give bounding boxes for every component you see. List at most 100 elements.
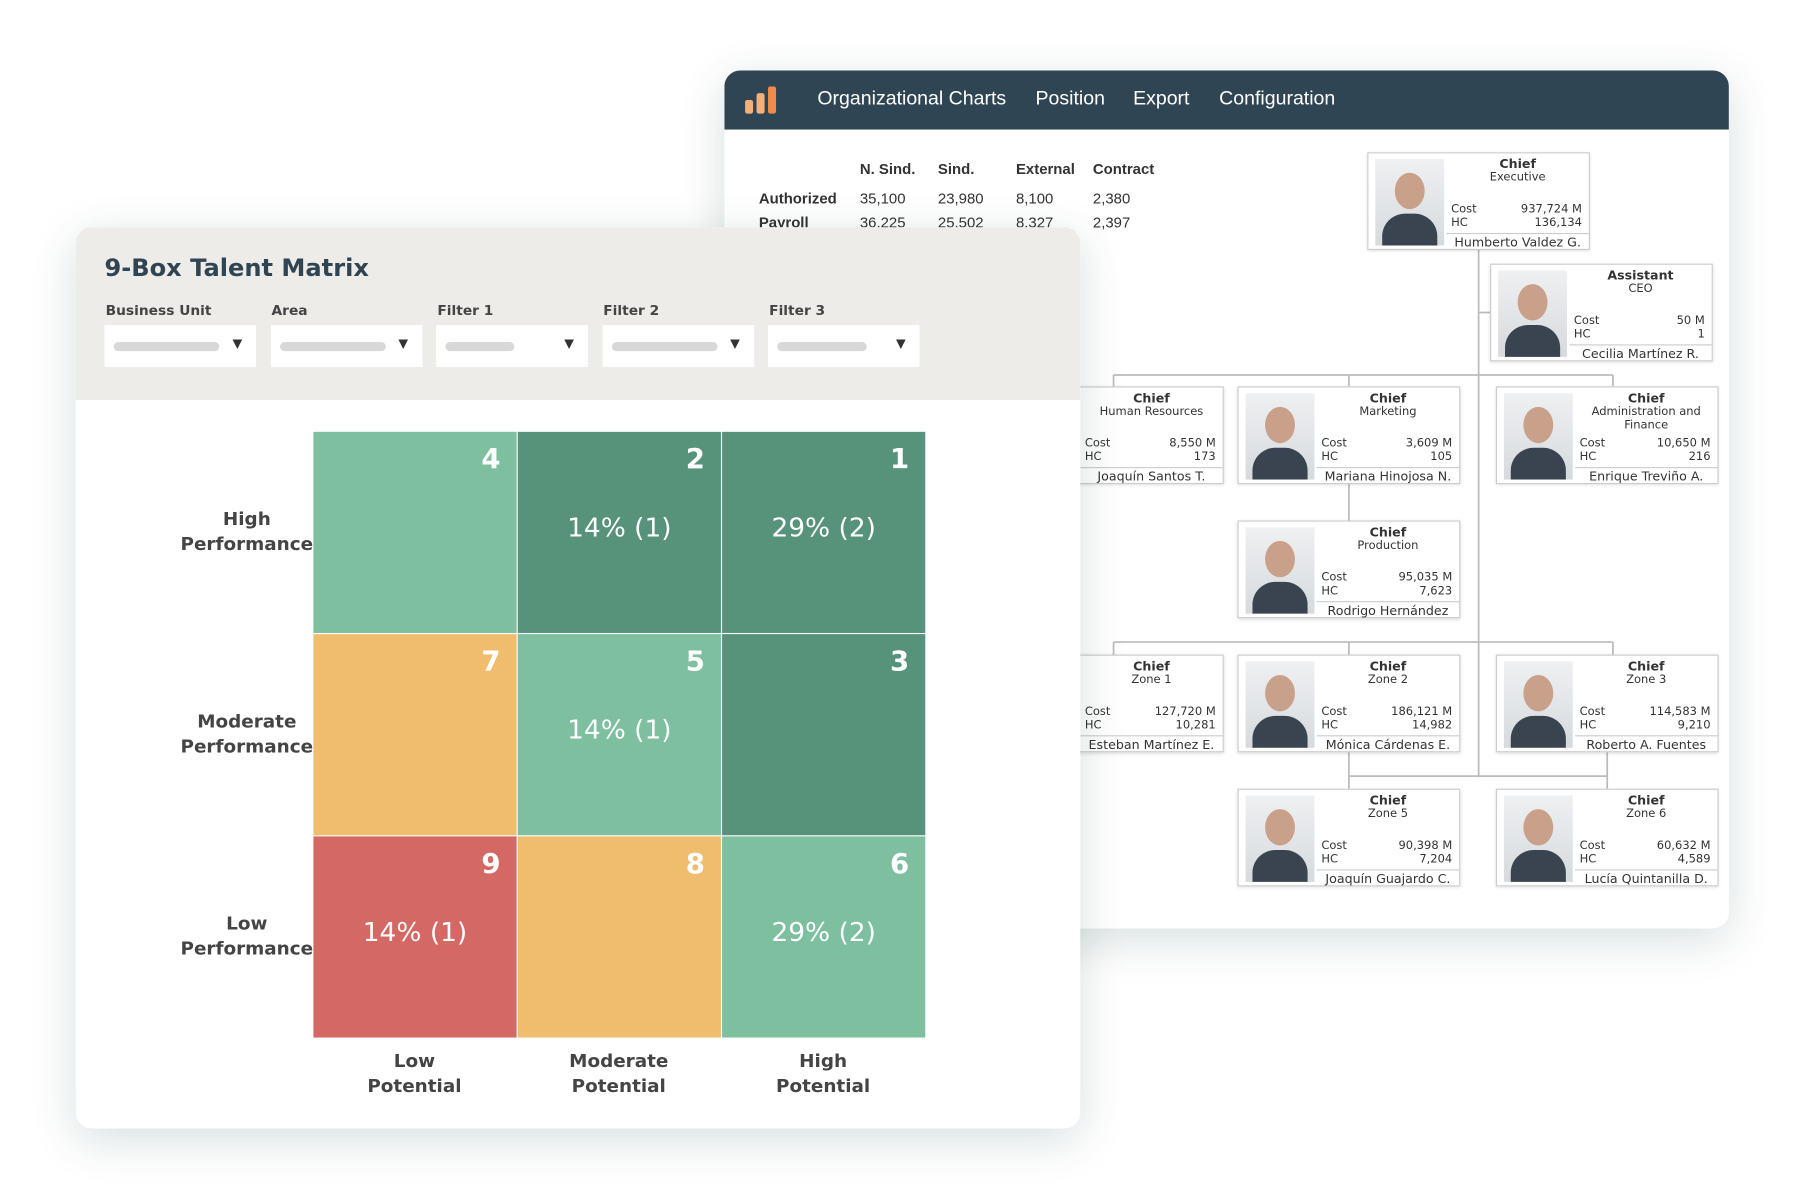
node-title: Chief	[1369, 659, 1407, 674]
cost-label: Cost	[1579, 839, 1606, 853]
stats-header: External	[1015, 160, 1075, 178]
node-unit: Marketing	[1359, 405, 1417, 419]
org-node[interactable]: Chief Administration and Finance Cost 10,65…	[1495, 386, 1719, 485]
photo-body	[1252, 715, 1308, 748]
matrix-cell[interactable]: 6 29% (2)	[722, 836, 926, 1038]
dropdown-arrow: ▼	[232, 336, 243, 352]
photo	[1245, 661, 1315, 748]
connectors	[1112, 247, 1614, 789]
stats-row-label: Authorized	[758, 189, 837, 207]
box-percentage: 29% (2)	[771, 918, 876, 948]
node-title: Chief	[1369, 390, 1407, 406]
box-number: 1	[890, 443, 910, 476]
node-unit: Zone 2	[1367, 673, 1409, 687]
hc-value: 7,204	[1419, 853, 1453, 866]
box-number: 9	[481, 847, 501, 880]
node-name: Enrique Treviño A.	[1575, 467, 1718, 485]
hc-label: HC	[1451, 217, 1468, 230]
node-name: Humberto Valdez G.	[1446, 232, 1589, 251]
cost-value: 10,650 M	[1656, 437, 1711, 451]
stats-header: N. Sind.	[859, 160, 916, 178]
photo	[1498, 270, 1568, 357]
matrix-cell[interactable]: 3	[722, 634, 926, 836]
cost-label: Cost	[1321, 839, 1347, 853]
stats-header: Sind.	[937, 160, 975, 178]
photo-head	[1517, 284, 1548, 321]
node-name: Lucía Quintanilla D.	[1575, 869, 1718, 887]
cost-label: Cost	[1321, 705, 1347, 719]
photo-head	[1523, 675, 1554, 712]
nav-item[interactable]: Export	[1133, 87, 1190, 110]
matrix-cell[interactable]: 9 14% (1)	[313, 836, 517, 1038]
org-node[interactable]: Chief Executive Cost 937,724 M HC 136,134 Humb…	[1367, 152, 1590, 251]
node-unit: Executive	[1489, 171, 1546, 185]
cost-value: 937,724 M	[1520, 203, 1582, 216]
photo-head	[1265, 540, 1295, 578]
filter-dropdown[interactable]: ▼	[602, 325, 754, 368]
filter-label: Area	[271, 302, 308, 319]
node-unit: Administration and Finance	[1591, 405, 1701, 432]
row-label: Low Performance	[180, 912, 314, 960]
column-label: Moderate Potential	[569, 1050, 669, 1097]
column-label: Low Potential	[367, 1050, 462, 1097]
org-node[interactable]: Chief Zone 3 Cost 114,583 M HC 9,210 Roberto A…	[1495, 654, 1719, 753]
node-title: Chief	[1369, 793, 1407, 808]
box-percentage: 14% (1)	[567, 513, 672, 544]
filter-dropdown[interactable]: ▼	[768, 325, 920, 368]
node-title: Chief	[1133, 390, 1170, 406]
filter-label: Filter 2	[603, 302, 660, 319]
box-number: 6	[890, 847, 910, 880]
photo-body	[1252, 581, 1308, 614]
hc-label: HC	[1579, 719, 1597, 732]
cost-label: Cost	[1084, 705, 1111, 719]
hc-value: 105	[1430, 451, 1453, 464]
filter-dropdown[interactable]: ▼	[436, 325, 588, 368]
hc-value: 4,589	[1677, 853, 1711, 866]
row-label: High Performance	[180, 507, 314, 555]
cost-label: Cost	[1321, 437, 1347, 451]
node-unit: Zone 3	[1626, 673, 1667, 687]
photo-head	[1265, 675, 1295, 712]
stats-cell: 25,502	[937, 213, 984, 231]
nav-item[interactable]: Organizational Charts	[817, 87, 1007, 110]
hc-value: 136,134	[1534, 217, 1582, 230]
matrix-cell[interactable]: 2 14% (1)	[517, 431, 721, 633]
photo-body	[1382, 213, 1438, 246]
cost-value: 127,720 M	[1154, 705, 1216, 719]
org-node[interactable]: Chief Marketing Cost 3,609 M HC 105 Mariana Hi…	[1237, 386, 1461, 485]
filter-dropdown[interactable]: ▼	[270, 325, 422, 368]
node-name: Roberto A. Fuentes	[1575, 735, 1718, 753]
org-node[interactable]: Assistant CEO Cost 50 M HC 1 Cecilia Martínez …	[1490, 263, 1713, 362]
photo-body	[1505, 325, 1561, 357]
node-name: Joaquín Guajardo C.	[1316, 869, 1460, 887]
cost-label: Cost	[1579, 705, 1606, 719]
matrix-cell[interactable]: 8	[517, 836, 721, 1038]
nav-item[interactable]: Configuration	[1219, 87, 1336, 110]
hc-label: HC	[1321, 451, 1339, 464]
stats-cell: 2,380	[1092, 189, 1131, 207]
org-node[interactable]: Chief Zone 6 Cost 60,632 M HC 4,589 Lucía Quin…	[1495, 788, 1719, 887]
dropdown-placeholder	[777, 342, 867, 352]
matrix-cell[interactable]: 5 14% (1)	[517, 634, 721, 836]
matrix-cell[interactable]: 7	[313, 634, 517, 836]
node-title: Chief	[1627, 659, 1665, 674]
box-number: 8	[685, 847, 705, 880]
nav-item[interactable]: Position	[1035, 87, 1105, 110]
filter-label: Filter 1	[437, 302, 494, 319]
org-node[interactable]: Chief Zone 5 Cost 90,398 M HC 7,204 Joaquín Gu…	[1237, 788, 1461, 887]
node-title: Assistant	[1607, 268, 1674, 283]
dropdown-placeholder	[113, 342, 220, 352]
stats-row-label: Payroll	[758, 213, 809, 231]
hc-value: 1	[1697, 328, 1705, 341]
matrix-cell[interactable]: 1 29% (2)	[722, 431, 926, 633]
box-percentage: 14% (1)	[362, 918, 468, 948]
org-node[interactable]: Chief Production Cost 95,035 M HC 7,623 Rodrig…	[1237, 520, 1461, 619]
org-node[interactable]: Chief Zone 2 Cost 186,121 M HC 14,982 Mónica C…	[1237, 654, 1461, 753]
hc-label: HC	[1579, 853, 1597, 866]
filter-dropdown[interactable]: ▼	[104, 325, 257, 368]
nav-bar	[724, 70, 1729, 130]
matrix-cell[interactable]: 4	[313, 431, 517, 633]
hc-label: HC	[1084, 451, 1102, 464]
cost-value: 114,583 M	[1649, 705, 1711, 719]
